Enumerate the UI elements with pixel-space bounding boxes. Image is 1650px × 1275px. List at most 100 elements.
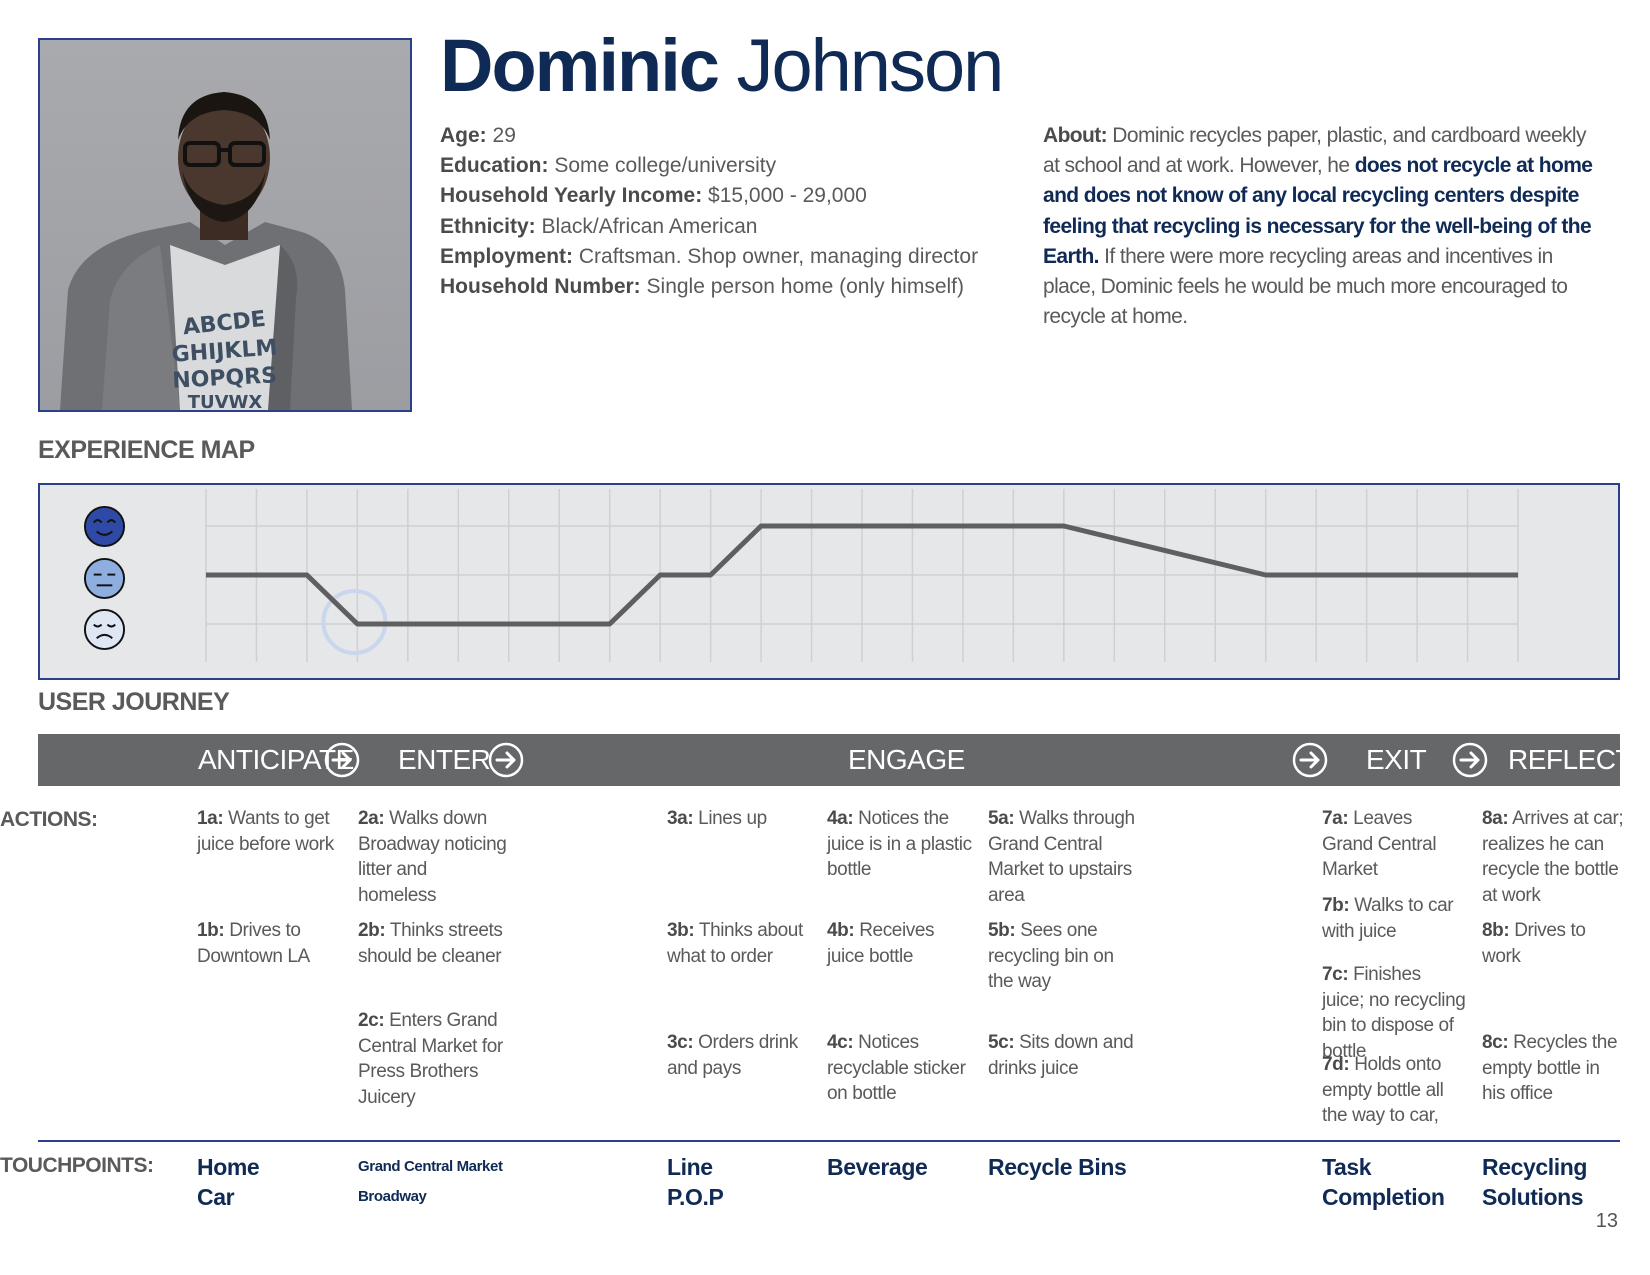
stage-enter: ENTER — [398, 744, 491, 775]
action-text: Walks to car with juice — [1322, 895, 1454, 942]
action-text: Sees one recycling bin on the way — [988, 920, 1114, 992]
action-id: 7c: — [1322, 964, 1349, 985]
touchpoint-group: Home Car — [197, 1152, 260, 1212]
action-id: 5a: — [988, 808, 1015, 829]
journey-stage-bar: ANTICIPATE ENTER ENGAGE EXIT REFLECT — [38, 734, 1633, 786]
fact-label: Education: — [440, 154, 549, 178]
touchpoint-group: Recycle Bins — [988, 1152, 1127, 1182]
circle-arrow-right-icon — [488, 742, 524, 778]
persona-facts: Age: 29 Education: Some college/universit… — [440, 121, 1000, 302]
action-item-2c: 2c: Enters Grand Central Market for Pres… — [358, 1008, 508, 1110]
stage-engage: ENGAGE — [848, 744, 965, 775]
action-id: 4c: — [827, 1032, 854, 1053]
action-text: Orders drink and pays — [667, 1032, 798, 1079]
user-journey-title: USER JOURNEY — [38, 688, 230, 716]
action-id: 7b: — [1322, 895, 1350, 916]
fact-row: Household Number: Single person home (on… — [440, 272, 1000, 302]
circle-arrow-right-icon — [1452, 742, 1488, 778]
about-emphasis: does not recycle at home and does not kn… — [1043, 154, 1593, 268]
fact-label: Household Number: — [440, 275, 641, 299]
fact-row: Education: Some college/university — [440, 151, 1000, 181]
touchpoint-item: Car — [197, 1184, 235, 1210]
action-item-1b: 1b: Drives to Downtown LA — [197, 918, 345, 969]
action-id: 8c: — [1482, 1032, 1509, 1053]
action-text: Walks down Broadway noticing litter and … — [358, 808, 507, 906]
action-id: 4b: — [827, 920, 855, 941]
action-item-8a: 8a: Arrives at car; realizes he can recy… — [1482, 806, 1627, 908]
action-id: 2c: — [358, 1010, 385, 1031]
happy-face-icon — [83, 505, 126, 548]
action-item-3b: 3b: Thinks about what to order — [667, 918, 812, 969]
touchpoint-group: Beverage — [827, 1152, 928, 1182]
touchpoint-item: Recycling — [1482, 1154, 1588, 1180]
action-text: Receives juice bottle — [827, 920, 935, 967]
experience-map-title: EXPERIENCE MAP — [38, 436, 255, 464]
action-item-5c: 5c: Sits down and drinks juice — [988, 1030, 1138, 1081]
action-item-4b: 4b: Receives juice bottle — [827, 918, 972, 969]
action-text: Thinks about what to order — [667, 920, 803, 967]
fact-value: Single person home (only himself) — [646, 275, 964, 299]
experience-map — [38, 483, 1620, 680]
action-text: Finishes juice; no recycling bin to disp… — [1322, 964, 1466, 1062]
persona-name: Dominic Johnson — [440, 22, 1004, 110]
action-item-2a: 2a: Walks down Broadway noticing litter … — [358, 806, 508, 908]
fact-value: $15,000 - 29,000 — [708, 184, 867, 208]
touchpoint-item: Grand Central Market — [358, 1158, 503, 1175]
fact-value: Some college/university — [554, 154, 777, 178]
experience-curve — [206, 523, 1518, 627]
action-id: 7a: — [1322, 808, 1349, 829]
action-text: Enters Grand Central Market for Press Br… — [358, 1010, 503, 1108]
touchpoint-item: Home — [197, 1154, 260, 1180]
action-id: 2a: — [358, 808, 385, 829]
fact-row: Age: 29 — [440, 121, 1000, 151]
stage-exit: EXIT — [1366, 744, 1427, 775]
action-id: 5b: — [988, 920, 1016, 941]
action-text: Walks through Grand Central Market to up… — [988, 808, 1135, 906]
touchpoint-item: Completion — [1322, 1184, 1445, 1210]
action-id: 3c: — [667, 1032, 694, 1053]
action-item-1a: 1a: Wants to get juice before work — [197, 806, 345, 857]
action-item-7d: 7d: Holds onto empty bottle all the way … — [1322, 1052, 1467, 1129]
action-item-8b: 8b: Drives to work — [1482, 918, 1627, 969]
action-text: Holds onto empty bottle all the way to c… — [1322, 1054, 1444, 1126]
about-label: About: — [1043, 124, 1108, 147]
neutral-face-icon — [83, 557, 126, 600]
about-text-1: Dominic recycles paper, plastic, and car… — [1043, 124, 1587, 178]
stage-reflect: REFLECT — [1508, 744, 1633, 775]
persona-photo: ABCDE GHIJKLM NOPQRS TUVWX — [38, 38, 412, 412]
svg-text:TUVWX: TUVWX — [188, 392, 263, 410]
circle-arrow-right-icon — [324, 742, 360, 778]
action-id: 2b: — [358, 920, 386, 941]
fact-value: Craftsman. Shop owner, managing director — [578, 244, 979, 268]
portrait-photo: ABCDE GHIJKLM NOPQRS TUVWX — [40, 40, 410, 410]
action-text: Notices the juice is in a plastic bottle — [827, 808, 972, 880]
fact-label: Employment: — [440, 244, 574, 268]
action-id: 1a: — [197, 808, 224, 829]
fact-row: Employment: Craftsman. Shop owner, manag… — [440, 242, 1000, 272]
action-id: 8a: — [1482, 808, 1509, 829]
touchpoint-item: Recycle Bins — [988, 1154, 1127, 1180]
action-text: Recycles the empty bottle in his office — [1482, 1032, 1618, 1104]
fact-label: Household Yearly Income: — [440, 184, 703, 208]
experience-curve-chart — [205, 489, 1519, 662]
action-text: Drives to work — [1482, 920, 1586, 967]
action-item-7b: 7b: Walks to car with juice — [1322, 893, 1467, 944]
touchpoint-group: Line P.O.P — [667, 1152, 724, 1212]
page-number: 13 — [1595, 1210, 1618, 1232]
action-text: Wants to get juice before work — [197, 808, 334, 855]
action-text: Sits down and drinks juice — [988, 1032, 1134, 1079]
action-id: 3b: — [667, 920, 695, 941]
action-text: Thinks streets should be cleaner — [358, 920, 503, 967]
touchpoint-group: Task Completion — [1322, 1152, 1445, 1212]
action-item-5b: 5b: Sees one recycling bin on the way — [988, 918, 1138, 995]
action-item-7a: 7a: Leaves Grand Central Market — [1322, 806, 1467, 883]
action-text: Leaves Grand Central Market — [1322, 808, 1437, 880]
action-text: Notices recyclable sticker on bottle — [827, 1032, 966, 1104]
first-name: Dominic — [440, 24, 720, 107]
action-id: 7d: — [1322, 1054, 1350, 1075]
fact-row: Household Yearly Income: $15,000 - 29,00… — [440, 181, 1000, 211]
action-item-4a: 4a: Notices the juice is in a plastic bo… — [827, 806, 972, 883]
action-id: 5c: — [988, 1032, 1015, 1053]
touchpoint-item: Solutions — [1482, 1184, 1584, 1210]
fact-label: Age: — [440, 124, 487, 147]
